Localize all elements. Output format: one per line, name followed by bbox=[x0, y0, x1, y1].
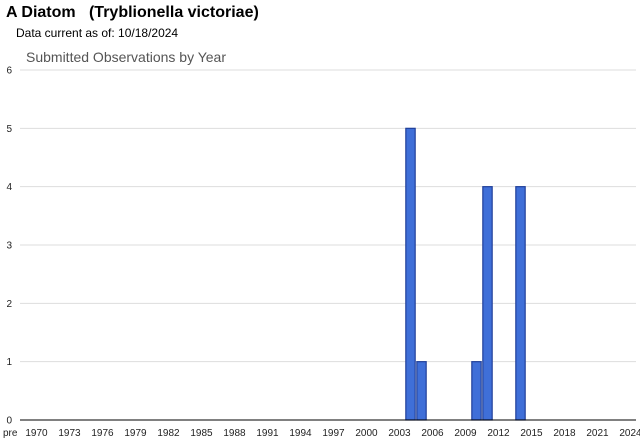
chart-bars bbox=[405, 127, 526, 421]
chart-title: Submitted Observations by Year bbox=[26, 49, 226, 65]
y-tick-label: 5 bbox=[6, 124, 12, 135]
x-tick-label: 2012 bbox=[487, 428, 510, 439]
chart-grid bbox=[20, 69, 636, 363]
x-tick-label: 2018 bbox=[553, 428, 576, 439]
bar-2014 bbox=[515, 186, 526, 421]
bar-2004 bbox=[405, 127, 416, 421]
x-tick-label: 1997 bbox=[322, 428, 345, 439]
x-tick-label: 2009 bbox=[454, 428, 477, 439]
x-tick-label: 1985 bbox=[190, 428, 213, 439]
x-tick-label: 2021 bbox=[586, 428, 609, 439]
page-title: A Diatom (Tryblionella victoriae) bbox=[6, 4, 259, 21]
x-tick-label: 2015 bbox=[520, 428, 543, 439]
x-tick-label: 1970 bbox=[25, 428, 48, 439]
bar-2005 bbox=[416, 361, 427, 421]
x-tick-label: 2003 bbox=[388, 428, 411, 439]
y-tick-label: 0 bbox=[6, 416, 12, 427]
x-tick-label: 2000 bbox=[355, 428, 378, 439]
x-tick-label: 1982 bbox=[157, 428, 180, 439]
bar-2011 bbox=[482, 186, 493, 421]
data-date-note: Data current as of: 10/18/2024 bbox=[16, 26, 179, 40]
y-tick-label: 3 bbox=[6, 241, 12, 252]
bar-2010 bbox=[471, 361, 482, 421]
y-tick-label: 6 bbox=[6, 66, 12, 77]
y-tick-label: 1 bbox=[6, 357, 12, 368]
y-tick-label: 2 bbox=[6, 299, 12, 310]
y-tick-label: 4 bbox=[6, 182, 12, 193]
x-tick-label: 1976 bbox=[91, 428, 114, 439]
x-tick-label: 1973 bbox=[58, 428, 81, 439]
x-tick-label: 1979 bbox=[124, 428, 147, 439]
x-tick-label: 1988 bbox=[223, 428, 246, 439]
chart-axes: 0 1 2 3 4 5 6 pre 1970 1973 1976 1979 1982 1985 1988 19… bbox=[3, 66, 640, 440]
x-tick-label: pre bbox=[3, 428, 18, 439]
x-tick-label: 2006 bbox=[421, 428, 444, 439]
x-tick-label: 2024 bbox=[619, 428, 640, 439]
x-tick-label: 1991 bbox=[256, 428, 279, 439]
x-tick-label: 1994 bbox=[289, 428, 312, 439]
